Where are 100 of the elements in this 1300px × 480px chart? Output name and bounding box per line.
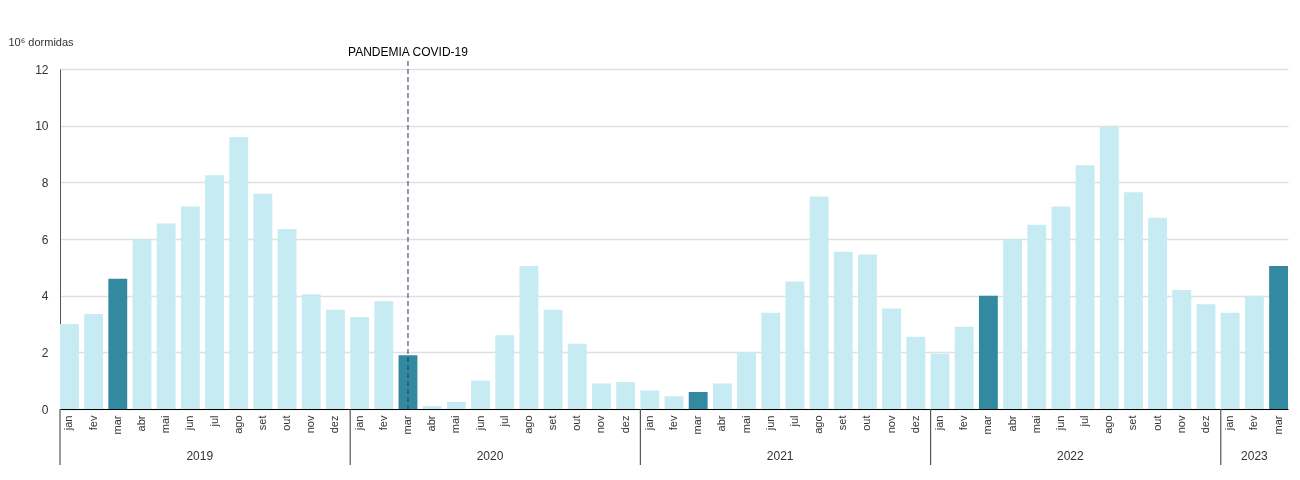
bar	[809, 196, 829, 409]
bar	[277, 229, 297, 409]
text: 2022	[1057, 449, 1085, 463]
x-tick-label: out	[1150, 415, 1163, 431]
x-tick-label: jun	[1053, 415, 1066, 432]
x-tick-label: mai	[449, 415, 462, 434]
bar	[664, 396, 684, 409]
bar	[1075, 165, 1095, 409]
x-tick-label: jun	[183, 415, 196, 432]
bar	[1220, 312, 1240, 409]
bar	[785, 281, 805, 409]
bar	[374, 301, 394, 409]
x-tick-label: mar	[110, 415, 123, 435]
bar	[1269, 265, 1288, 409]
y-tick-label: 0	[41, 402, 49, 417]
x-tick-label: dez	[1199, 415, 1212, 434]
x-tick-label: fev	[376, 415, 389, 431]
x-tick-label: mar	[1271, 415, 1284, 435]
x-tick-label: set	[255, 415, 268, 431]
bar	[1244, 295, 1264, 409]
bar	[1027, 224, 1047, 409]
bar	[84, 314, 104, 409]
bar	[519, 265, 539, 409]
bar	[495, 335, 515, 409]
x-tick-label: mar	[400, 415, 413, 435]
y-tick-label: 6	[41, 232, 49, 247]
bar	[737, 352, 756, 409]
bar	[205, 175, 224, 409]
bar	[422, 406, 442, 409]
x-tick-label: abr	[715, 415, 728, 432]
x-tick-label: dez	[618, 415, 631, 434]
x-tick-label: set	[836, 415, 849, 431]
y-tick-label: 2	[41, 345, 49, 360]
bar	[543, 309, 563, 409]
x-tick-label: mar	[981, 415, 994, 435]
x-tick-label: jan	[933, 415, 946, 432]
x-tick-label: mai	[1029, 415, 1042, 434]
bar	[1051, 206, 1071, 409]
bar	[350, 316, 370, 409]
x-tick-label: fev	[957, 415, 970, 431]
x-tick-label: jun	[763, 415, 776, 432]
x-tick-label: dez	[328, 415, 341, 434]
bar	[712, 383, 732, 409]
bar	[180, 206, 200, 409]
bar	[978, 295, 998, 409]
x-tick-label: fev	[86, 415, 99, 431]
bar	[1099, 127, 1119, 409]
bar	[253, 193, 273, 409]
y-tick-label: 12	[35, 62, 49, 77]
bar	[326, 309, 345, 409]
bar	[1148, 217, 1168, 409]
bar	[761, 312, 781, 409]
text: 2020	[476, 449, 504, 463]
x-tick-label: set	[1126, 415, 1139, 431]
x-tick-label: jan	[352, 415, 365, 432]
bar	[954, 326, 974, 409]
x-tick-label: out	[280, 415, 293, 431]
x-tick-label: abr	[1005, 415, 1018, 432]
x-tick-label: set	[546, 415, 559, 431]
bar	[616, 382, 636, 409]
bar	[688, 392, 708, 409]
bar	[592, 383, 611, 409]
text: 2019	[186, 449, 214, 463]
bar	[858, 254, 877, 409]
bar	[471, 380, 490, 409]
x-tick-label: jun	[473, 415, 486, 432]
bar	[229, 137, 249, 409]
x-tick-label: ago	[521, 415, 534, 434]
x-tick-label: ago	[231, 415, 244, 434]
bar	[132, 239, 152, 409]
x-tick-label: jul	[497, 415, 510, 428]
y-axis-title: 10⁶ dormidas	[8, 35, 75, 48]
bar	[640, 390, 660, 409]
text: 2021	[766, 449, 794, 463]
x-tick-label: mar	[691, 415, 704, 435]
x-tick-label: nov	[304, 415, 317, 434]
bar	[906, 336, 926, 409]
bar	[156, 223, 176, 409]
x-tick-label: jan	[642, 415, 655, 432]
x-tick-label: out	[860, 415, 873, 431]
bar	[882, 308, 902, 409]
x-tick-label: out	[570, 415, 583, 431]
x-tick-label: jul	[207, 415, 220, 428]
y-tick-label: 8	[41, 175, 49, 190]
x-tick-label: jan	[62, 415, 75, 432]
bar	[1003, 239, 1022, 409]
x-tick-label: nov	[884, 415, 897, 434]
text: 2023	[1241, 449, 1269, 463]
bar	[446, 401, 466, 409]
x-tick-label: jul	[787, 415, 800, 428]
x-tick-label: abr	[425, 415, 438, 432]
x-tick-label: jul	[1078, 415, 1091, 428]
x-tick-label: dez	[908, 415, 921, 434]
ref-line-label: PANDEMIA COVID-19	[348, 45, 469, 59]
x-tick-label: mai	[159, 415, 172, 434]
x-tick-label: fev	[1247, 415, 1260, 431]
bar	[930, 353, 950, 409]
y-tick-label: 4	[41, 289, 49, 304]
bar	[1124, 192, 1143, 409]
x-tick-label: jan	[1223, 415, 1236, 432]
